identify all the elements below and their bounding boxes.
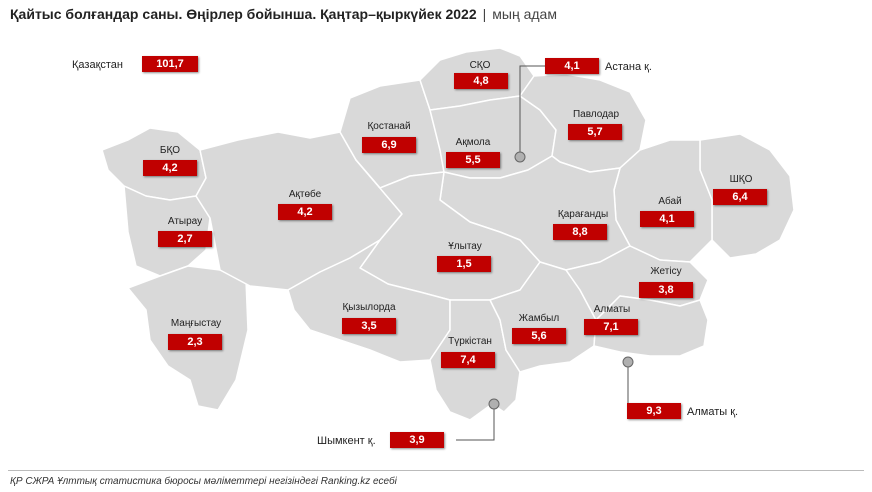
region-value-ulytau: 1,5	[437, 256, 491, 272]
title-main: Қайтыс болғандар саны. Өңірлер бойынша. …	[10, 6, 477, 22]
region-value-karaganda: 8,8	[553, 224, 607, 240]
astana-marker	[514, 151, 526, 163]
region-label-mangystau: Маңғыстау	[170, 318, 222, 329]
region-value-almaty-obl: 7,1	[584, 319, 638, 335]
region-value-kostanay: 6,9	[362, 137, 416, 153]
region-label-akmola: Ақмола	[455, 137, 491, 148]
city-label-almaty: Алматы қ.	[687, 406, 739, 418]
title-separator: |	[482, 6, 487, 22]
city-value-shymkent: 3,9	[390, 432, 444, 448]
city-value-astana: 4,1	[545, 58, 599, 74]
chart-title: Қайтыс болғандар саны. Өңірлер бойынша. …	[10, 6, 557, 22]
region-label-bko: БҚО	[159, 145, 181, 156]
region-label-turkistan: Түркістан	[448, 336, 492, 347]
city-markers	[488, 151, 634, 410]
city-label-shymkent: Шымкент қ.	[317, 435, 376, 447]
region-label-sko: СҚО	[469, 60, 491, 71]
region-value-mangystau: 2,3	[168, 334, 222, 350]
footer-divider	[8, 470, 864, 471]
region-value-zhambyl: 5,6	[512, 328, 566, 344]
kazakhstan-value-badge: 101,7	[142, 56, 198, 72]
city-value-almaty: 9,3	[627, 403, 681, 419]
region-value-abai: 4,1	[640, 211, 694, 227]
region-value-pavlodar: 5,7	[568, 124, 622, 140]
region-label-almaty-obl: Алматы	[593, 304, 631, 315]
kazakhstan-label: Қазақстан	[72, 59, 123, 71]
region-value-zhetisu: 3,8	[639, 282, 693, 298]
shymkent-leader	[456, 404, 495, 441]
region-value-kyzylorda: 3,5	[342, 318, 396, 334]
region-value-shko: 6,4	[713, 189, 767, 205]
source-note: ҚР СЖРА Ұлттық статистика бюросы мәлімет…	[10, 476, 397, 487]
region-value-sko: 4,8	[454, 73, 508, 89]
region-value-turkistan: 7,4	[441, 352, 495, 368]
astana-leader	[519, 65, 545, 157]
region-value-atyrau: 2,7	[158, 231, 212, 247]
region-label-karaganda: Қарағанды	[557, 209, 609, 220]
region-label-aktobe: Ақтөбе	[288, 189, 322, 200]
region-label-ulytau: Ұлытау	[448, 241, 482, 252]
region-label-shko: ШҚО	[729, 174, 753, 185]
city-label-astana: Астана қ.	[605, 61, 652, 73]
region-label-zhambyl: Жамбыл	[518, 313, 560, 324]
region-label-pavlodar: Павлодар	[572, 109, 620, 120]
region-label-abai: Абай	[658, 196, 682, 207]
region-label-atyrau: Атырау	[167, 216, 203, 227]
shymkent-marker	[488, 398, 500, 410]
region-value-akmola: 5,5	[446, 152, 500, 168]
region-value-bko: 4,2	[143, 160, 197, 176]
region-label-zhetisu: Жетісу	[650, 266, 682, 277]
region-label-kostanay: Қостанай	[367, 121, 411, 132]
title-unit: мың адам	[492, 6, 557, 22]
region-shape-almaty-obl	[593, 295, 709, 357]
region-label-kyzylorda: Қызылорда	[342, 302, 396, 313]
almaty-marker	[622, 356, 634, 368]
region-value-aktobe: 4,2	[278, 204, 332, 220]
